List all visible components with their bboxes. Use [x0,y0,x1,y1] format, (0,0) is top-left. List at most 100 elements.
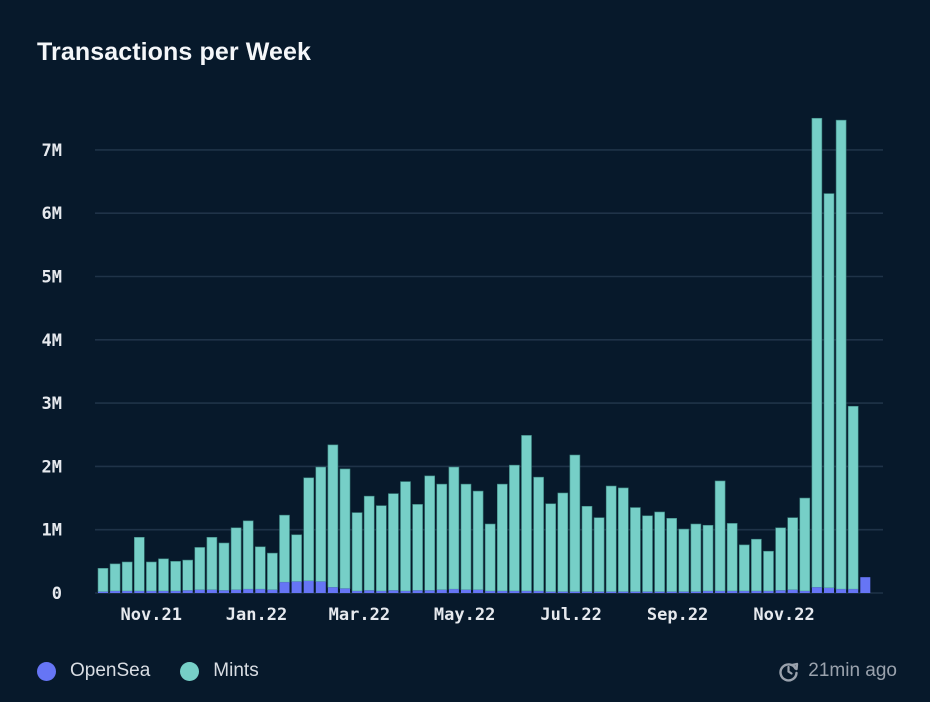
bar-stack[interactable] [775,527,786,593]
legend-item-mints[interactable]: Mints [180,660,259,682]
bar-stack[interactable] [738,544,750,593]
bar-mints[interactable] [496,483,508,592]
bar-stack[interactable] [230,527,242,593]
bar-stack[interactable] [811,117,823,593]
bar-mints[interactable] [835,119,847,590]
bar-opensea[interactable] [521,591,532,593]
bar-mints[interactable] [654,511,665,593]
bar-stack[interactable] [267,552,278,593]
bar-stack[interactable] [472,490,484,593]
bar-opensea[interactable] [848,589,859,593]
bar-stack[interactable] [363,495,375,593]
bar-mints[interactable] [630,507,641,593]
bar-opensea[interactable] [715,591,726,593]
bar-mints[interactable] [557,492,569,593]
bar-opensea[interactable] [231,589,242,593]
bar-stack[interactable] [255,546,266,593]
bar-stack[interactable] [823,193,835,593]
bar-opensea[interactable] [170,591,181,593]
bar-opensea[interactable] [279,582,290,593]
bar-opensea[interactable] [219,590,229,593]
bar-opensea[interactable] [811,587,822,593]
bar-mints[interactable] [351,512,363,592]
bar-opensea[interactable] [787,589,798,593]
bar-mints[interactable] [581,505,593,593]
bar-opensea[interactable] [436,589,447,593]
bar-mints[interactable] [823,193,835,589]
bar-stack[interactable] [400,481,411,593]
bar-opensea[interactable] [364,590,375,593]
bar-mints[interactable] [194,547,206,591]
bar-stack[interactable] [242,520,254,593]
bar-stack[interactable] [642,515,653,593]
bar-stack[interactable] [496,483,508,593]
bar-mints[interactable] [702,524,714,592]
bar-stack[interactable] [751,538,762,593]
bar-opensea[interactable] [134,591,145,593]
bar-opensea[interactable] [582,591,592,593]
bar-stack[interactable] [521,435,532,593]
bar-mints[interactable] [339,468,351,589]
last-updated[interactable]: 21min ago [778,660,897,682]
bar-opensea[interactable] [497,591,508,593]
bar-mints[interactable] [775,527,786,591]
bar-opensea[interactable] [122,591,133,593]
bar-mints[interactable] [400,481,411,592]
bar-mints[interactable] [146,561,157,592]
bar-opensea[interactable] [352,591,363,593]
bar-stack[interactable] [158,558,169,593]
bar-stack[interactable] [121,561,133,593]
bar-mints[interactable] [109,563,121,592]
bar-opensea[interactable] [654,591,665,593]
bar-opensea[interactable] [569,591,580,593]
bar-mints[interactable] [279,514,290,583]
bar-opensea[interactable] [461,589,471,593]
bar-opensea[interactable] [255,589,266,593]
bar-opensea[interactable] [485,591,496,593]
legend-item-opensea[interactable]: OpenSea [37,660,150,682]
bar-mints[interactable] [763,550,774,592]
bar-stack[interactable] [291,534,302,593]
bar-opensea[interactable] [388,590,399,593]
bar-opensea[interactable] [146,591,157,593]
bar-mints[interactable] [424,475,436,591]
bar-opensea[interactable] [630,591,641,593]
bar-opensea[interactable] [448,589,459,593]
bar-opensea[interactable] [533,591,544,593]
bar-stack[interactable] [375,505,387,593]
bar-stack[interactable] [388,493,399,593]
bar-stack[interactable] [484,523,496,593]
bar-stack[interactable] [763,550,774,593]
bar-stack[interactable] [170,561,181,593]
bar-mints[interactable] [242,520,254,590]
bar-mints[interactable] [412,504,423,591]
bar-opensea[interactable] [751,591,762,593]
bar-opensea[interactable] [424,590,435,593]
bar-opensea[interactable] [799,591,810,593]
bar-stack[interactable] [339,468,351,593]
bar-mints[interactable] [327,444,339,588]
bar-stack[interactable] [194,547,206,593]
bar-mints[interactable] [593,517,605,593]
bar-mints[interactable] [714,480,726,592]
bar-opensea[interactable] [182,590,193,593]
bar-opensea[interactable] [545,591,556,593]
bar-mints[interactable] [134,536,145,592]
bar-mints[interactable] [509,464,520,592]
bar-stack[interactable] [581,505,593,593]
bar-stack[interactable] [593,517,605,593]
bar-mints[interactable] [206,536,218,591]
bar-opensea[interactable] [110,591,121,593]
bar-opensea[interactable] [606,591,617,593]
bar-opensea[interactable] [473,589,484,593]
bar-opensea[interactable] [327,587,338,593]
bar-stack[interactable] [835,119,847,593]
bar-opensea[interactable] [158,591,169,593]
bar-mints[interactable] [521,435,532,592]
bar-mints[interactable] [448,466,460,590]
bar-opensea[interactable] [557,591,568,593]
bar-mints[interactable] [460,483,472,591]
bar-stack[interactable] [847,405,859,593]
bar-stack[interactable] [690,523,702,593]
bar-mints[interactable] [847,405,859,590]
